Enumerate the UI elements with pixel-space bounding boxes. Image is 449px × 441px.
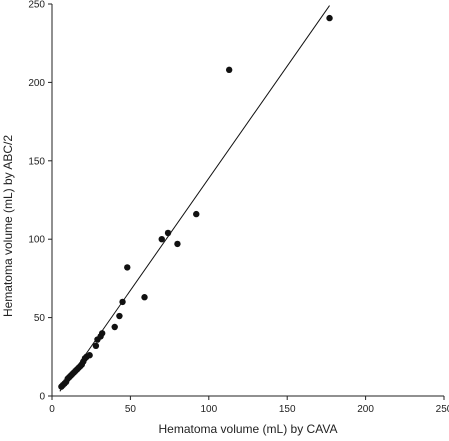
x-tick-label: 50 (125, 404, 137, 415)
data-point (193, 210, 200, 218)
y-tick-label: 0 (39, 392, 45, 403)
y-tick-label: 100 (28, 235, 45, 246)
y-axis-label: Hematoma volume (mL) by ABC/2 (1, 135, 15, 317)
x-axis: 0 50 100 150 200 250 (49, 395, 449, 415)
x-tick-label: 200 (357, 404, 374, 415)
y-ticks: 0 50 100 150 200 250 (28, 0, 52, 403)
y-tick-label: 50 (34, 313, 46, 324)
x-tick-label: 0 (49, 404, 55, 415)
regression-line (59, 5, 330, 392)
data-point (119, 298, 126, 306)
data-point (86, 352, 93, 359)
x-axis-label: Hematoma volume (mL) by CAVA (159, 422, 338, 436)
x-ticks: 0 50 100 150 200 250 (49, 396, 449, 415)
data-point (164, 229, 172, 237)
data-point (98, 330, 106, 337)
data-point (326, 14, 333, 22)
y-axis: 0 50 100 150 200 250 (28, 0, 53, 403)
data-point (124, 264, 131, 271)
data-point (225, 66, 233, 74)
data-point (116, 312, 123, 320)
data-point (174, 240, 181, 248)
data-points (58, 14, 333, 390)
x-tick-label: 250 (436, 404, 449, 415)
y-tick-label: 250 (28, 0, 45, 11)
data-point (111, 323, 118, 331)
x-tick-label: 150 (279, 404, 296, 415)
data-point (158, 236, 165, 243)
data-point (141, 294, 148, 301)
x-tick-label: 100 (200, 404, 217, 415)
data-point (92, 342, 100, 350)
y-tick-label: 200 (28, 78, 45, 89)
y-tick-label: 150 (28, 156, 45, 167)
